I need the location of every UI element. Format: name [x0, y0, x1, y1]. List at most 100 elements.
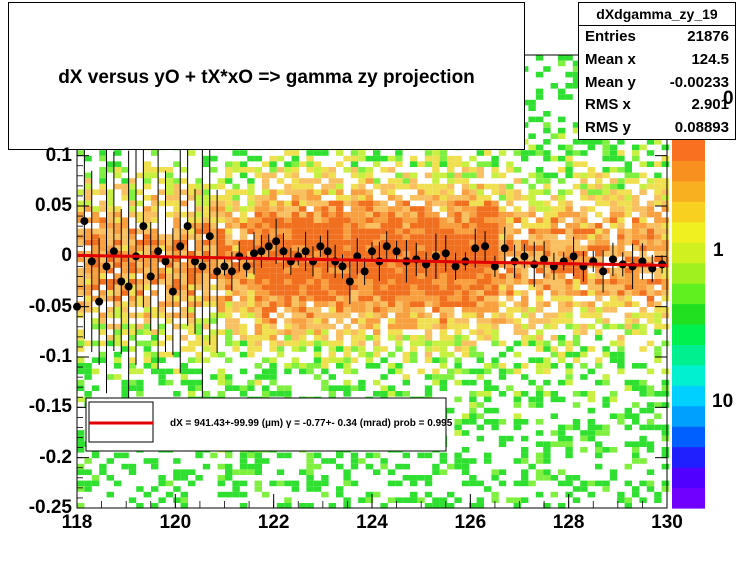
heatmap-cell — [84, 295, 92, 302]
heatmap-cell — [447, 307, 455, 313]
heatmap-cell — [595, 267, 603, 274]
heatmap-cell — [165, 200, 174, 207]
heatmap-cell — [558, 211, 566, 218]
heatmap-cell — [106, 239, 114, 246]
heatmap-cell — [225, 295, 233, 302]
heatmap-cell — [624, 189, 632, 195]
heatmap-cell — [313, 150, 322, 156]
heatmap-cell — [158, 178, 166, 184]
heatmap-cell — [661, 307, 669, 313]
heatmap-cell — [424, 480, 433, 487]
heatmap-cell — [528, 99, 536, 106]
heatmap-cell — [424, 161, 433, 167]
plot-title: dX versus yO + tX*xO => gamma zy project… — [58, 67, 475, 88]
heatmap-cell — [387, 323, 396, 330]
heatmap-cell — [254, 469, 262, 475]
heatmap-cell — [128, 385, 137, 391]
heatmap-cell — [558, 290, 566, 296]
heatmap-cell — [417, 497, 425, 503]
heatmap-cell — [202, 245, 211, 251]
profile-point — [490, 262, 499, 271]
heatmap-cell — [558, 469, 566, 475]
heatmap-cell — [158, 234, 166, 240]
heatmap-cell — [143, 301, 151, 307]
heatmap-cell — [461, 206, 470, 212]
heatmap-cell — [158, 379, 166, 386]
heatmap-cell — [284, 183, 292, 190]
heatmap-cell — [328, 284, 336, 291]
heatmap-cell — [572, 127, 581, 134]
heatmap-cell — [387, 469, 396, 475]
heatmap-cell — [624, 228, 632, 235]
heatmap-cell — [106, 200, 114, 207]
heatmap-cell — [484, 419, 492, 425]
heatmap-cell — [424, 251, 433, 257]
heatmap-cell — [84, 374, 92, 380]
heatmap-cell — [395, 150, 403, 156]
heatmap-cell — [232, 267, 240, 274]
heatmap-cell — [143, 251, 151, 257]
heatmap-cell — [484, 200, 492, 207]
heatmap-cell — [336, 183, 344, 190]
heatmap-cell — [602, 284, 610, 291]
heatmap-cell — [410, 211, 418, 218]
heatmap-cell — [299, 183, 307, 190]
heatmap-cell — [299, 189, 307, 195]
heatmap-cell — [543, 228, 551, 235]
heatmap-cell — [151, 206, 159, 212]
heatmap-cell — [121, 256, 129, 263]
profile-point — [272, 237, 281, 246]
heatmap-cell — [654, 413, 662, 419]
heatmap-cell — [165, 368, 174, 375]
heatmap-cell — [217, 217, 225, 223]
heatmap-cell — [358, 228, 366, 235]
heatmap-cell — [439, 497, 447, 503]
heatmap-cell — [151, 245, 159, 251]
heatmap-cell — [336, 178, 344, 184]
heatmap-cell — [358, 206, 366, 212]
heatmap-cell — [417, 206, 425, 212]
heatmap-cell — [624, 318, 632, 324]
heatmap-cell — [558, 284, 566, 291]
heatmap-cell — [151, 503, 159, 509]
heatmap-cell — [543, 189, 551, 195]
heatmap-cell — [484, 211, 492, 218]
heatmap-cell — [158, 239, 166, 246]
heatmap-cell — [572, 122, 581, 128]
profile-point — [191, 257, 199, 266]
heatmap-cell — [225, 374, 233, 380]
heatmap-cell — [521, 329, 529, 335]
heatmap-cell — [210, 329, 218, 335]
heatmap-cell — [395, 290, 403, 296]
heatmap-cell — [424, 217, 433, 223]
heatmap-cell — [424, 301, 433, 307]
heatmap-cell — [232, 239, 240, 246]
heatmap-cell — [247, 262, 255, 268]
heatmap-cell — [543, 346, 551, 352]
heatmap-cell — [632, 217, 640, 223]
palette-cell — [672, 364, 705, 386]
heatmap-cell — [513, 307, 521, 313]
heatmap-cell — [136, 279, 144, 285]
profile-point — [316, 242, 325, 251]
heatmap-cell — [572, 357, 581, 363]
heatmap-cell — [284, 295, 292, 302]
heatmap-cell — [535, 167, 544, 173]
heatmap-cell — [365, 155, 373, 162]
heatmap-cell — [469, 301, 477, 307]
heatmap-cell — [291, 245, 299, 251]
heatmap-cell — [565, 172, 573, 179]
heatmap-cell — [328, 228, 336, 235]
heatmap-cell — [469, 239, 477, 246]
heatmap-cell — [469, 195, 477, 201]
heatmap-cell — [313, 318, 322, 324]
heatmap-cell — [454, 273, 462, 279]
heatmap-cell — [646, 340, 655, 347]
heatmap-cell — [410, 491, 418, 498]
heatmap-cell — [609, 150, 618, 156]
heatmap-cell — [121, 340, 129, 347]
heatmap-cell — [306, 307, 314, 313]
heatmap-cell — [498, 172, 507, 179]
heatmap-cell — [114, 290, 122, 296]
heatmap-cell — [77, 279, 85, 285]
